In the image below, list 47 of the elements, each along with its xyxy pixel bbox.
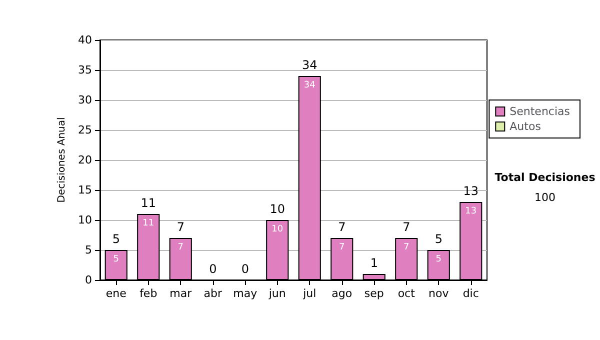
total-label: 7 (338, 220, 346, 234)
x-tick-label: may (233, 287, 258, 300)
x-tick-label: jun (268, 287, 286, 300)
total-label: 34 (302, 58, 318, 72)
y-tick-label: 10 (78, 214, 92, 226)
total-label: 0 (209, 262, 217, 276)
data-label: 5 (436, 254, 442, 264)
y-tick-label: 0 (85, 274, 92, 286)
x-tick-label: jul (302, 287, 316, 300)
x-tick-label: sep (364, 287, 384, 300)
total-label: 10 (270, 202, 286, 216)
x-tick-label: dic (462, 287, 479, 300)
x-tick-label: feb (140, 287, 158, 300)
y-tick-label: 30 (78, 94, 92, 106)
x-tick-label: ene (106, 287, 127, 300)
x-tick-label: mar (170, 287, 192, 300)
y-tick-label: 35 (78, 64, 92, 76)
data-label: 7 (339, 242, 345, 252)
data-label: 5 (113, 254, 119, 264)
legend-label: Sentencias (510, 105, 570, 118)
total-label: 0 (241, 262, 249, 276)
text: Total Decisiones (494, 171, 596, 184)
data-label: 7 (404, 242, 410, 252)
text: 100 (534, 191, 556, 204)
total-label: 5 (434, 232, 442, 246)
x-tick-label: abr (204, 287, 222, 300)
total-label: 13 (463, 184, 479, 198)
x-tick-label: nov (428, 287, 450, 300)
y-axis-title: Decisiones Anual (56, 117, 68, 203)
y-tick-label: 20 (78, 154, 92, 166)
data-label: 7 (178, 242, 184, 252)
y-tick-label: 40 (78, 34, 92, 46)
total-label: 7 (402, 220, 410, 234)
data-label: 11 (142, 218, 154, 228)
x-tick-label: oct (398, 287, 416, 300)
y-tick-label: 15 (78, 184, 92, 196)
data-label: 10 (272, 224, 284, 234)
total-label: 11 (140, 196, 156, 210)
y-tick-label: 5 (85, 244, 92, 256)
data-label: 13 (465, 206, 477, 216)
legend-label: Autos (510, 120, 542, 133)
total-label: 1 (370, 256, 378, 270)
total-label: 7 (176, 220, 184, 234)
x-tick-label: ago (332, 287, 352, 300)
total-label: 5 (112, 232, 120, 246)
y-tick-label: 25 (78, 124, 92, 136)
data-label: 34 (304, 80, 316, 90)
